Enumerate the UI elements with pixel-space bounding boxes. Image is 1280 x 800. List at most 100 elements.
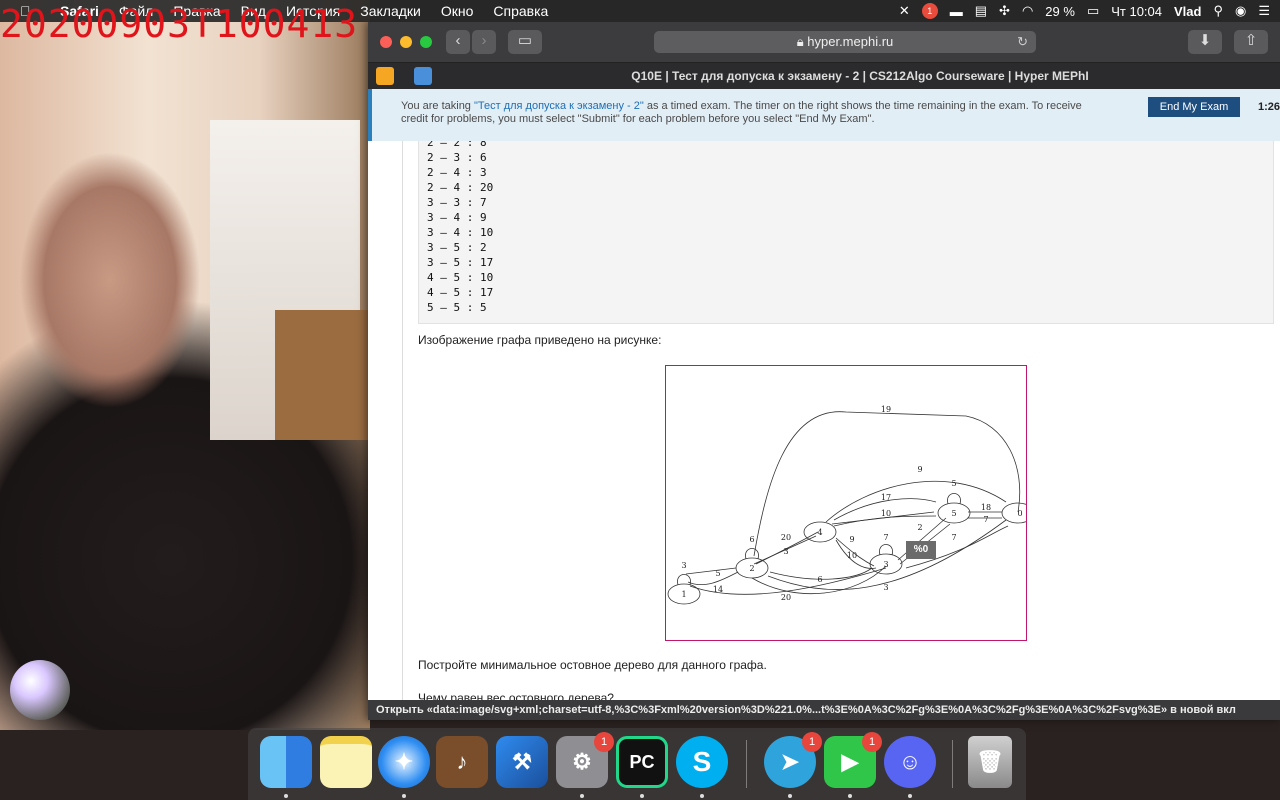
edge-label: 7 — [983, 515, 988, 524]
user-name[interactable]: Vlad — [1174, 3, 1202, 19]
menu-window[interactable]: Окно — [440, 3, 474, 19]
dock-notes-icon[interactable] — [320, 736, 372, 788]
running-indicator — [700, 794, 704, 798]
dock: ✦ ♪ ⚒ ⚙ 1 PC S ➤ 1 ▶ 1 ☺ 🗑︎ — [248, 728, 1026, 800]
sidebar-toggle-button[interactable]: ▭ — [508, 30, 542, 54]
running-indicator — [284, 794, 288, 798]
tab-favicon-2[interactable] — [414, 67, 432, 85]
edge-label: 20 — [781, 533, 791, 542]
running-indicator — [640, 794, 644, 798]
running-indicator — [848, 794, 852, 798]
edge-list-box: 2 – 2 : 8 2 – 3 : 6 2 – 4 : 3 2 – 4 : 20… — [418, 141, 1274, 324]
graph-figure[interactable]: 1 2 4 3 5 0 3 5 14 6 20 3 20 6 9 10 7 — [665, 365, 1035, 641]
notification-center-icon[interactable]: ☰ — [1258, 3, 1270, 18]
graph-node: 2 — [749, 564, 754, 573]
edge-label: 7 — [951, 533, 956, 542]
menu-safari[interactable]: Safari — [60, 3, 99, 19]
dock-facetime-icon[interactable]: ▶ 1 — [824, 732, 882, 788]
exam-timer: 1:26: — [1258, 101, 1280, 113]
siri-icon[interactable]: ◉ — [1235, 3, 1247, 18]
dock-trash-icon[interactable]: 🗑︎ — [968, 736, 1012, 788]
graph-node: 1 — [681, 590, 686, 599]
dock-system-preferences-icon[interactable]: ⚙ 1 — [556, 732, 614, 788]
edge-label: 6 — [817, 575, 822, 584]
menu-bar:  Safari Файл Правка Вид История Закладк… — [0, 0, 1280, 22]
edge-label: 17 — [881, 493, 891, 502]
end-my-exam-button[interactable]: End My Exam — [1148, 97, 1240, 117]
edge-label: 6 — [749, 535, 754, 544]
menu-help[interactable]: Справка — [493, 3, 549, 19]
edge-label: 14 — [713, 585, 723, 594]
notification-badge[interactable]: 1 — [921, 3, 938, 19]
exam-message-post: as a timed exam. The timer on the right … — [401, 100, 1082, 125]
browser-toolbar: ‹ › ▭ 🔒︎ hyper.mephi.ru ↻ ⬇ ⇧ — [368, 22, 1280, 63]
edge-label: 9 — [849, 535, 854, 544]
graph-node: 3 — [883, 560, 888, 569]
edge-label: 3 — [883, 583, 888, 592]
flag-icon[interactable]: ▤ — [974, 3, 988, 18]
forward-button[interactable]: › — [472, 30, 496, 54]
apple-menu-icon[interactable]:  — [20, 3, 36, 19]
running-indicator — [908, 794, 912, 798]
back-button[interactable]: ‹ — [446, 30, 470, 54]
clock[interactable]: Чт 10:04 — [1111, 3, 1162, 19]
bluetooth-off-icon[interactable]: ✕ — [898, 3, 910, 18]
battery-icon[interactable]: ▭ — [1086, 3, 1100, 18]
menu-edit[interactable]: Правка — [173, 3, 221, 19]
dock-garageband-icon[interactable]: ♪ — [436, 736, 488, 788]
webcam-glass-ball — [10, 660, 70, 720]
downloads-button[interactable]: ⬇ — [1188, 30, 1222, 54]
edge-label: 10 — [881, 509, 891, 518]
running-indicator — [402, 794, 406, 798]
edge-label: 5 — [951, 479, 956, 488]
tab-bar: Q10E | Тест для допуска к экзамену - 2 |… — [368, 63, 1280, 90]
tab-favicon-1[interactable] — [376, 67, 394, 85]
reload-icon[interactable]: ↻ — [1017, 34, 1028, 49]
spotlight-icon[interactable]: ⚲ — [1213, 3, 1223, 18]
display-icon[interactable]: ▬ — [949, 3, 963, 19]
safari-window: ‹ › ▭ 🔒︎ hyper.mephi.ru ↻ ⬇ ⇧ Q10E | Тес… — [368, 22, 1280, 720]
dock-safari-icon[interactable]: ✦ — [378, 736, 430, 788]
recording-timestamp: 20200903T100413 — [0, 2, 359, 46]
lock-icon: 🔒︎ — [796, 34, 804, 49]
dock-pycharm-icon[interactable]: PC — [616, 736, 668, 788]
graph-node: 0 — [1017, 509, 1022, 518]
edge-label: 5 — [715, 569, 720, 578]
window-controls — [380, 36, 432, 48]
dock-skype-icon[interactable]: S — [676, 736, 728, 788]
menu-file[interactable]: Файл — [118, 3, 154, 19]
minimize-window-button[interactable] — [400, 36, 412, 48]
edge-label: 18 — [981, 503, 991, 512]
graph-node: 5 — [951, 509, 956, 518]
menu-history[interactable]: История — [285, 3, 341, 19]
edge-label: 19 — [881, 405, 891, 414]
running-indicator — [580, 794, 584, 798]
address-bar[interactable]: 🔒︎ hyper.mephi.ru ↻ — [654, 31, 1036, 53]
dock-finder-icon[interactable] — [260, 736, 312, 788]
edge-list: 2 – 2 : 8 2 – 3 : 6 2 – 4 : 3 2 – 4 : 20… — [427, 141, 494, 314]
exam-message: You are taking "Тест для допуска к экзам… — [401, 100, 1101, 126]
battery-percent[interactable]: 29 % — [1045, 3, 1075, 19]
vpn-icon[interactable]: ✣ — [999, 3, 1010, 18]
menu-bookmarks[interactable]: Закладки — [360, 3, 421, 19]
edge-label: 3 — [681, 561, 686, 570]
active-tab-title[interactable]: Q10E | Тест для допуска к экзамену - 2 |… — [631, 69, 1089, 83]
dock-xcode-icon[interactable]: ⚒ — [496, 736, 548, 788]
exam-name-link[interactable]: "Тест для допуска к экзамену - 2" — [473, 100, 644, 112]
dock-telegram-icon[interactable]: ➤ 1 — [764, 732, 822, 788]
graph-caption: Изображение графа приведено на рисунке: — [418, 333, 662, 347]
share-button[interactable]: ⇧ — [1234, 30, 1268, 54]
zoom-window-button[interactable] — [420, 36, 432, 48]
running-indicator — [788, 794, 792, 798]
graph-node: 4 — [817, 528, 822, 537]
dock-discord-icon[interactable]: ☺ — [884, 736, 936, 788]
content-divider — [402, 141, 403, 720]
task-text: Постройте минимальное остовное дерево дл… — [418, 658, 767, 672]
edge-label: 20 — [781, 593, 791, 602]
menu-view[interactable]: Вид — [240, 3, 266, 19]
wifi-icon[interactable]: ◠ — [1021, 3, 1034, 18]
webcam-shelf — [275, 310, 370, 440]
edge-label: 9 — [917, 465, 922, 474]
edge-label: 2 — [917, 523, 922, 532]
close-window-button[interactable] — [380, 36, 392, 48]
